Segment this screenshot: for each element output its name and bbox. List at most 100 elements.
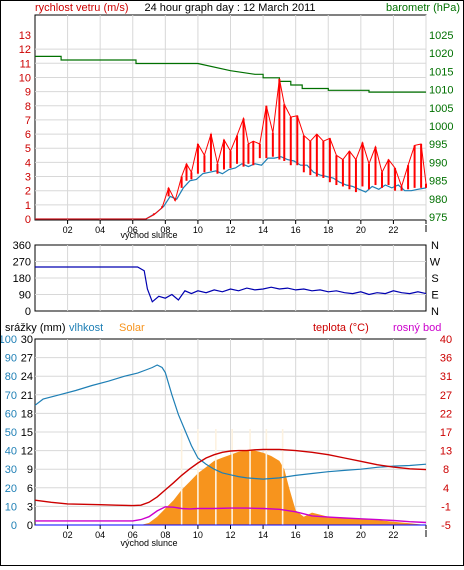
humidity-line — [34, 364, 427, 480]
humidity-scale-tick-label: 27 — [21, 353, 33, 365]
temperature-tick-label: 31 — [440, 371, 452, 383]
x-tick-label: 18 — [323, 530, 333, 540]
wind-speed-axis-title: rychlost vetru (m/s) — [35, 2, 129, 14]
pressure-tick-label: 980 — [429, 194, 447, 206]
x-tick-label: 22 — [388, 530, 398, 540]
wind-speed-tick-label: 10 — [19, 72, 31, 84]
temperature-line — [34, 448, 427, 507]
humidity-scale-tick-label: 6 — [27, 483, 33, 495]
humidity-scale-tick-label: 15 — [21, 427, 33, 439]
wind-speed-tick-label: 13 — [19, 30, 31, 42]
solar-legend: Solar — [119, 322, 145, 334]
chart-title: 24 hour graph day : 12 March 2011 — [144, 2, 315, 14]
rain-tick-label: 20 — [5, 483, 17, 495]
gust-line — [35, 78, 427, 220]
humidity-scale-tick-label: 9 — [27, 464, 33, 476]
wind-speed-tick-label: 5 — [25, 143, 31, 155]
x-tick-label: 20 — [356, 225, 366, 235]
sunrise-label-bottom: východ slunce — [120, 538, 177, 548]
wind-pressure-panel: rychlost vetru (m/s) 24 hour graph day :… — [34, 2, 460, 240]
temperature-tick-label: -1 — [441, 501, 451, 513]
humidity-legend: vlhkost — [69, 322, 103, 334]
x-tick-label: 16 — [291, 225, 301, 235]
wind-speed-tick-label: 7 — [25, 115, 31, 127]
dewpoint-line — [35, 506, 427, 524]
temperature-tick-label: 27 — [440, 390, 452, 402]
wind-speed-tick-label: 0 — [25, 214, 31, 226]
humidity-scale-tick-label: 30 — [21, 334, 33, 346]
x-tick-label: 14 — [258, 530, 268, 540]
rain-tick-label: 70 — [5, 390, 17, 402]
wind-speed-tick-label: 11 — [20, 58, 31, 70]
rain-tick-label: 90 — [5, 353, 17, 365]
rain-tick-label: 60 — [5, 408, 17, 420]
pressure-tick-label: 995 — [429, 139, 447, 151]
dewpoint-legend: rosný bod — [393, 322, 441, 334]
wind-speed-tick-label: 3 — [25, 172, 31, 184]
pressure-tick-label: 975 — [429, 212, 447, 224]
x-tick-label: 06 — [128, 530, 138, 540]
temperature-tick-label: 4 — [443, 483, 449, 495]
wind-speed-tick-label: 4 — [25, 157, 31, 169]
humidity-scale-tick-label: 24 — [21, 371, 33, 383]
x-tick-label: 06 — [128, 225, 138, 235]
temperature-tick-label: 17 — [440, 427, 452, 439]
wind-speed-tick-label: 9 — [25, 87, 31, 99]
x-tick-label: 08 — [160, 530, 170, 540]
x-tick-label: 18 — [323, 225, 333, 235]
x-tick-label: 20 — [356, 530, 366, 540]
x-tick-label: 12 — [225, 530, 235, 540]
rain-tick-label: 0 — [11, 520, 17, 532]
x-tick-label: 02 — [63, 530, 73, 540]
direction-tick-label: 0 — [25, 306, 31, 318]
x-tick-label: 12 — [225, 225, 235, 235]
wind-direction-line — [35, 266, 427, 303]
compass-label: S — [431, 273, 438, 285]
wind-speed-tick-label: 8 — [25, 101, 31, 113]
compass-label: N — [431, 240, 439, 252]
humidity-scale-tick-label: 3 — [27, 501, 33, 513]
x-tick-label: 08 — [160, 225, 170, 235]
x-tick-label: 22 — [388, 225, 398, 235]
temperature-tick-label: 13 — [440, 446, 452, 458]
rain-tick-label: 40 — [5, 446, 17, 458]
wind-speed-tick-label: 12 — [19, 44, 31, 56]
pressure-axis-title: barometr (hPa) — [386, 2, 460, 14]
compass-label: N — [431, 306, 439, 318]
pressure-tick-label: 1010 — [429, 85, 453, 97]
rain-tick-label: 50 — [5, 427, 17, 439]
direction-tick-label: 180 — [13, 273, 31, 285]
direction-tick-label: 90 — [19, 290, 31, 302]
pressure-line — [35, 55, 426, 93]
x-tick-label: 02 — [63, 225, 73, 235]
x-tick-label: 16 — [291, 530, 301, 540]
sunrise-label: východ slunce — [120, 230, 177, 240]
pressure-tick-label: 1020 — [429, 48, 453, 60]
x-tick-label: 04 — [95, 225, 105, 235]
rain-tick-label: 30 — [5, 464, 17, 476]
temperature-tick-label: 40 — [440, 334, 452, 346]
rain-tick-label: 10 — [5, 501, 17, 513]
temperature-legend: teplota (°C) — [313, 322, 369, 334]
x-tick-label: 14 — [258, 225, 268, 235]
compass-label: E — [431, 290, 438, 302]
humidity-scale-tick-label: 12 — [21, 446, 33, 458]
pressure-tick-label: 1000 — [429, 121, 453, 133]
pressure-tick-label: 990 — [429, 157, 447, 169]
pressure-tick-label: 1005 — [429, 103, 453, 115]
x-tick-label: 04 — [95, 530, 105, 540]
temperature-tick-label: 36 — [440, 353, 452, 365]
solar-area — [35, 450, 426, 525]
direction-tick-label: 360 — [13, 240, 31, 252]
humidity-scale-tick-label: 21 — [21, 390, 33, 402]
compass-label: W — [430, 257, 441, 269]
direction-tick-label: 270 — [13, 257, 31, 269]
humidity-scale-tick-label: 0 — [27, 520, 33, 532]
rain-legend: srážky (mm) — [5, 322, 66, 334]
pressure-tick-label: 1025 — [429, 30, 453, 42]
x-tick-label: 10 — [193, 530, 203, 540]
humidity-scale-tick-label: 18 — [21, 408, 33, 420]
rain-tick-label: 100 — [1, 334, 17, 346]
